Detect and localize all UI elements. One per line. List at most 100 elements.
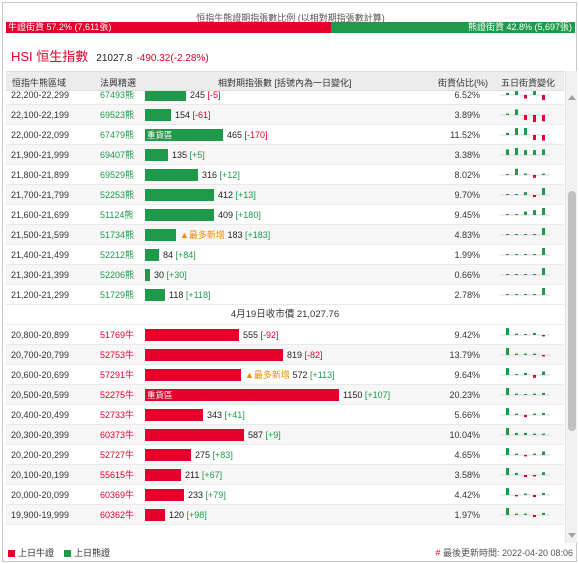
contracts-bar — [145, 269, 150, 281]
product-code-link[interactable]: 60373牛 — [100, 430, 135, 440]
spark-bar — [542, 335, 545, 337]
contracts-number: 275 — [195, 450, 211, 460]
contracts-number: 233 — [188, 490, 204, 500]
product-code-link[interactable]: 52253熊 — [100, 190, 135, 200]
contracts-change: [-170] — [244, 130, 268, 140]
product-code-link[interactable]: 52733牛 — [100, 410, 135, 420]
contracts-bar: 重貨區 — [145, 129, 223, 141]
five-day-spark — [500, 168, 550, 178]
table-body[interactable]: 22,200-22,299 67493熊 245 [-5] 6.52% 22,100-2… — [6, 91, 564, 543]
product-code-link[interactable]: 52753牛 — [100, 350, 135, 360]
spark-bar — [542, 135, 545, 141]
spark-bar — [524, 475, 527, 478]
spark-bar — [515, 393, 518, 395]
contracts-value: 819 [-82] — [287, 349, 323, 361]
product-code-link[interactable]: 52727牛 — [100, 450, 135, 460]
contracts-number: 84 — [163, 250, 174, 260]
spark-bar — [542, 355, 545, 357]
scroll-down-arrow-icon[interactable] — [568, 533, 576, 538]
most-new-tag: ▲最多新增 — [180, 230, 225, 240]
contracts-value: 587 [+9] — [248, 429, 281, 441]
five-day-spark — [500, 328, 550, 337]
range-cell: 20,700-20,799 — [11, 350, 70, 360]
scroll-up-arrow-icon[interactable] — [568, 95, 576, 100]
product-code-link[interactable]: 60369牛 — [100, 490, 135, 500]
contracts-bar — [145, 429, 244, 441]
product-code-link[interactable]: 51124熊 — [100, 210, 134, 220]
spark-bar — [533, 375, 536, 378]
contracts-bar — [145, 349, 283, 361]
contracts-bar — [145, 449, 191, 461]
contracts-change: [+180] — [235, 210, 261, 220]
range-cell: 21,900-21,999 — [11, 150, 70, 160]
contracts-value: 120 [+98] — [169, 509, 207, 521]
contracts-value: 30 [+30] — [154, 269, 187, 281]
spark-bar — [524, 274, 527, 275]
spark-bar — [506, 113, 509, 115]
header-contracts: 相對期指張數 [括號內為一日變化] — [218, 78, 352, 88]
product-code-link[interactable]: 52275牛 — [100, 390, 135, 400]
scrollbar[interactable] — [565, 71, 577, 543]
product-code-link[interactable]: 69407熊 — [100, 150, 135, 160]
table-row: 20,800-20,899 51769牛 555 [-92] 9.42% — [6, 325, 564, 345]
contracts-change: [+30] — [166, 270, 187, 280]
spark-bar — [506, 234, 509, 235]
range-cell: 22,100-22,199 — [11, 110, 70, 120]
contracts-value: 1150 [+107] — [343, 389, 390, 401]
contracts-number: 587 — [248, 430, 264, 440]
spark-bar — [515, 432, 518, 435]
spark-bar — [533, 332, 536, 335]
range-cell: 22,200-22,299 — [11, 91, 70, 100]
share-cell: 11.52% — [450, 130, 480, 140]
spark-bar — [506, 254, 509, 255]
product-code-link[interactable]: 69529熊 — [100, 170, 135, 180]
product-code-link[interactable]: 67479熊 — [100, 130, 135, 140]
contracts-bar — [145, 289, 165, 301]
contracts-change: [-61] — [192, 110, 211, 120]
contracts-number: 183 — [227, 230, 243, 240]
product-code-link[interactable]: 57291牛 — [100, 370, 135, 380]
spark-bar — [524, 254, 527, 255]
product-code-link[interactable]: 67493熊 — [100, 91, 135, 100]
contracts-value: ▲最多新增 572 [+113] — [245, 369, 335, 381]
contracts-number: 465 — [227, 130, 243, 140]
product-code-link[interactable]: 60362牛 — [100, 510, 135, 520]
five-day-spark — [500, 188, 550, 198]
spark-bar — [515, 513, 518, 515]
contracts-value: 465 [-170] — [227, 129, 268, 141]
spark-bar — [524, 150, 527, 155]
range-cell: 20,000-20,099 — [11, 490, 70, 500]
table-row: 22,000-22,099 67479熊 重貨區 465 [-170] 11.52% — [6, 125, 564, 145]
spark-bar — [515, 294, 518, 295]
product-code-link[interactable]: 55615牛 — [100, 470, 135, 480]
five-day-spark — [500, 128, 550, 141]
table-row: 20,500-20,599 52275牛 重貨區 1150 [+107] 20.23% — [6, 385, 564, 405]
share-cell: 9.42% — [454, 330, 480, 340]
table-row: 19,900-19,999 60362牛 120 [+98] 1.97% — [6, 505, 564, 525]
share-cell: 13.79% — [449, 350, 480, 360]
contracts-change: [+13] — [235, 190, 256, 200]
spark-bar — [515, 472, 518, 475]
contracts-bar — [145, 489, 184, 501]
contracts-bar — [145, 109, 171, 121]
share-cell: 3.58% — [454, 470, 480, 480]
index-summary: HSI 恒生指數 21027.8 -490.32(-2.28%) — [11, 46, 209, 65]
contracts-value: 118 [+118] — [169, 289, 210, 301]
product-code-link[interactable]: 51729熊 — [100, 290, 135, 300]
spark-bar — [506, 368, 509, 375]
contracts-value: 343 [+41] — [207, 409, 245, 421]
spark-bar — [506, 149, 509, 155]
five-day-spark — [500, 408, 550, 418]
scrollbar-thumb[interactable] — [568, 191, 576, 431]
contracts-bar — [145, 469, 181, 481]
product-code-link[interactable]: 51734熊 — [100, 230, 135, 240]
share-cell: 5.66% — [454, 410, 480, 420]
product-code-link[interactable]: 52212熊 — [100, 250, 135, 260]
product-code-link[interactable]: 51769牛 — [100, 330, 135, 340]
table-row: 21,500-21,599 51734熊 ▲最多新增 183 [+183] 4.83% — [6, 225, 564, 245]
product-code-link[interactable]: 52206熊 — [100, 270, 135, 280]
product-code-link[interactable]: 69523熊 — [100, 110, 135, 120]
spark-bar — [533, 175, 536, 178]
spark-bar — [506, 294, 509, 295]
share-cell: 9.45% — [454, 210, 480, 220]
